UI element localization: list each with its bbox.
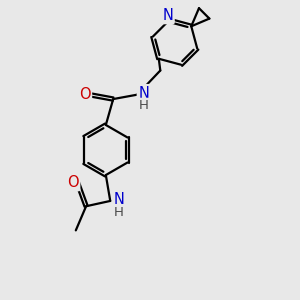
Text: N: N [114,192,124,207]
Text: O: O [79,87,90,102]
Text: N: N [162,8,173,22]
Text: H: H [114,206,124,219]
Text: N: N [138,86,149,101]
Text: O: O [67,175,79,190]
Text: H: H [139,99,149,112]
